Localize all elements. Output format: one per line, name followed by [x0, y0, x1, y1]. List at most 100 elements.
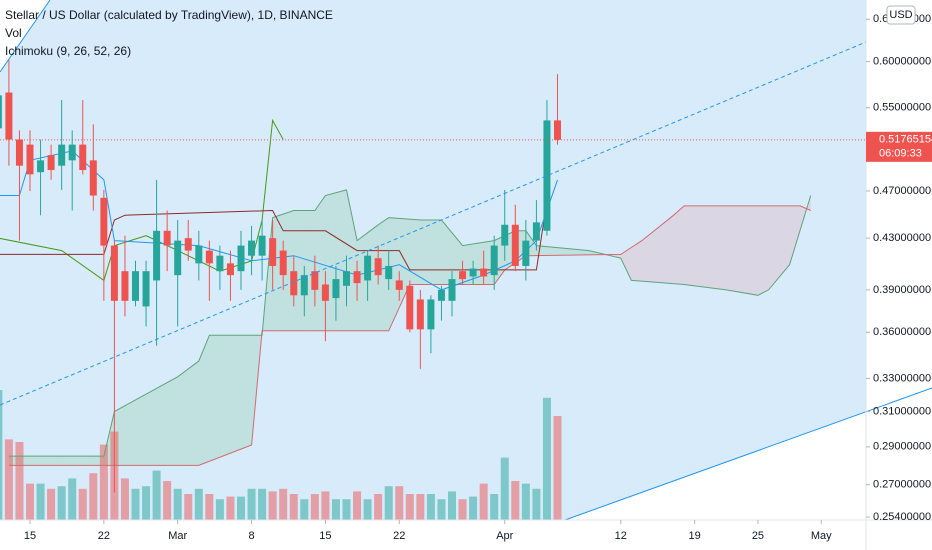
volume-bar — [426, 494, 435, 520]
volume-bar — [384, 486, 393, 520]
candle-body — [110, 245, 118, 301]
volume-bar — [500, 457, 509, 520]
cloud-fill — [747, 205, 758, 296]
cloud-fill — [82, 456, 94, 466]
volume-bar — [173, 488, 182, 520]
cloud-fill — [663, 215, 674, 284]
volume-bar — [479, 483, 488, 520]
cloud-fill — [578, 249, 590, 255]
volume-bar — [458, 499, 467, 520]
legend: Stellar / US Dollar (calculated by Tradi… — [5, 8, 333, 58]
candle-body — [332, 279, 340, 299]
cloud-fill — [568, 248, 579, 256]
candle-body — [279, 250, 287, 276]
y-tick-label: 0.39000000 — [873, 284, 931, 296]
currency-badge — [886, 5, 916, 25]
cloud-fill — [167, 376, 178, 466]
volume-bar — [247, 488, 256, 520]
cloud-fill — [641, 232, 653, 283]
volume-bar — [26, 483, 34, 520]
candle-body — [184, 238, 192, 251]
candle-body — [226, 263, 234, 276]
candle-body — [26, 144, 34, 175]
cloud-fill — [546, 246, 558, 256]
countdown: 06:09:33 — [879, 148, 922, 160]
volume-bar — [542, 397, 551, 520]
cloud-fill — [198, 335, 210, 466]
y-tick-label: 0.27000000 — [873, 479, 931, 491]
y-tick-label: 0.43000000 — [873, 232, 931, 244]
candle-body — [554, 120, 561, 140]
cloud-fill — [283, 210, 294, 331]
y-tick-label: 0.36000000 — [873, 326, 931, 338]
volume-bar — [120, 478, 129, 520]
candle-body — [543, 120, 551, 231]
volume-bar — [310, 494, 319, 520]
cloud-fill — [757, 205, 769, 296]
cloud-fill — [768, 205, 780, 290]
candle-body — [205, 250, 213, 264]
cloud-fill — [441, 219, 452, 285]
volume-bar — [36, 483, 45, 520]
y-tick-label: 0.29000000 — [873, 441, 931, 453]
candle-body — [522, 240, 530, 266]
volume-bar — [331, 499, 340, 520]
plot-area — [0, 0, 866, 520]
candle-body — [300, 275, 308, 296]
candle-body — [47, 155, 55, 171]
cloud-fill — [346, 189, 358, 331]
trend-line — [0, 41, 866, 406]
cloud-fill — [230, 335, 241, 454]
volume-bar — [89, 473, 98, 520]
volume-bar — [532, 488, 541, 520]
last-price-badge — [866, 131, 932, 162]
candle-body — [311, 271, 319, 290]
x-tick-label: 15 — [319, 530, 331, 542]
volume-bar — [184, 494, 193, 520]
candle-body — [142, 271, 150, 307]
volume-bar — [342, 499, 351, 520]
volume-bar — [258, 488, 267, 520]
cloud-fill — [146, 388, 157, 466]
cloud-fill — [156, 382, 168, 466]
candle-body — [459, 271, 467, 280]
candle-body — [0, 95, 2, 129]
cloud-fill — [430, 219, 442, 285]
x-tick-label: 22 — [98, 530, 110, 542]
candle-body — [216, 255, 224, 272]
cloud-fill — [536, 245, 547, 256]
candle-body — [68, 144, 76, 161]
cloud-fill — [694, 205, 706, 288]
candle-body — [480, 268, 488, 277]
candle-body — [321, 284, 329, 301]
y-tick-label: 0.33000000 — [873, 372, 931, 384]
volume-bar — [78, 488, 87, 520]
candle-body — [395, 280, 403, 290]
candle-body — [511, 224, 519, 266]
volume-bar — [152, 470, 161, 520]
volume-bar — [142, 486, 151, 520]
candle-body — [258, 235, 266, 256]
y-tick-label: 0.55000000 — [873, 102, 931, 114]
x-tick-label: May — [811, 530, 832, 542]
volume-bar — [553, 416, 562, 520]
candle-body — [416, 299, 424, 330]
candle-body — [343, 271, 350, 286]
x-tick-label: Mar — [168, 530, 187, 542]
volume-bar — [226, 496, 235, 520]
y-tick-label: 0.31000000 — [873, 405, 931, 417]
volume-bar — [511, 481, 520, 520]
candle-body — [501, 224, 509, 246]
cloud-fill — [188, 361, 199, 466]
volume-bar — [47, 488, 56, 520]
candle-body — [58, 144, 66, 166]
candle-body — [385, 265, 393, 280]
cloud-fill — [684, 205, 695, 286]
volume-bar — [437, 499, 446, 520]
volume-bar — [68, 478, 77, 520]
candle-body — [490, 245, 498, 276]
cloud-fill — [557, 247, 569, 256]
candle-body — [406, 285, 414, 330]
cloud-fill — [325, 192, 336, 331]
